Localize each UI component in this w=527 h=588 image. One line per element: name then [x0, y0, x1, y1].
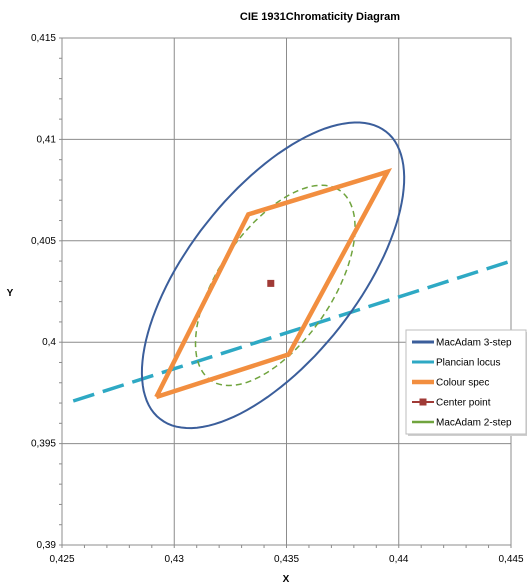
grid	[59, 37, 512, 548]
y-tick-label: 0,39	[37, 540, 57, 551]
series-layer	[72, 121, 512, 430]
legend-marker	[419, 398, 427, 406]
x-tick-label: 0,44	[389, 554, 409, 565]
macadam-3-step-series	[140, 121, 406, 430]
plot-area	[61, 37, 512, 546]
y-tick-label: 0,41	[37, 134, 57, 145]
x-tick-label: 0,425	[49, 554, 74, 565]
center-point-marker	[267, 279, 275, 287]
y-tick-label: 0,395	[31, 439, 56, 450]
legend-label: MacAdam 3-step	[436, 338, 512, 349]
legend-label: Colour spec	[436, 378, 489, 389]
y-axis-label: Y	[7, 288, 14, 299]
legend-label: MacAdam 2-step	[436, 418, 512, 429]
x-tick-label: 0,43	[165, 554, 185, 565]
y-tick-label: 0,4	[42, 337, 56, 348]
colour-spec-series	[154, 168, 393, 400]
legend: MacAdam 3-step Plancian locus Colour spec C…	[405, 329, 527, 436]
macadam-2-step-series	[194, 184, 356, 387]
x-axis: 0,425 0,43 0,435 0,44 0,445	[49, 554, 523, 565]
y-axis: 0,39 0,395 0,4 0,405 0,41 0,415	[31, 33, 56, 551]
plancian-locus-series	[72, 259, 512, 403]
legend-label: Plancian locus	[436, 358, 500, 369]
legend-label: Center point	[436, 398, 491, 409]
y-tick-label: 0,405	[31, 236, 56, 247]
x-tick-label: 0,435	[274, 554, 299, 565]
x-axis-label: X	[283, 574, 290, 585]
y-tick-label: 0,415	[31, 33, 56, 44]
chart-title: CIE 1931Chromaticity Diagram	[240, 11, 400, 23]
x-tick-label: 0,445	[498, 554, 523, 565]
